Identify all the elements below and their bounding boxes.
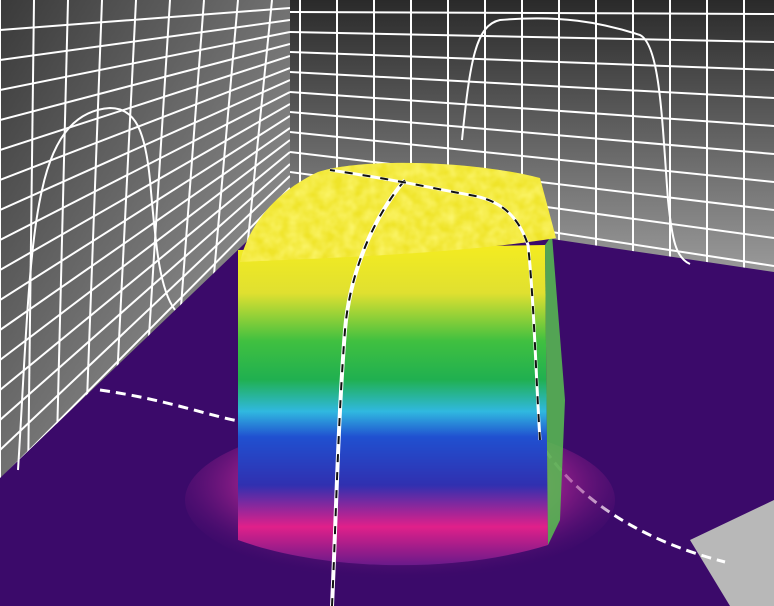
grid-line bbox=[0, 127, 290, 331]
grid-line bbox=[290, 131, 774, 183]
beam-front bbox=[238, 245, 548, 566]
floor-corner bbox=[690, 500, 774, 606]
grid-line bbox=[290, 111, 774, 155]
floor-profile-left bbox=[99, 388, 246, 424]
grid-line bbox=[290, 51, 774, 71]
grid-line bbox=[290, 31, 774, 43]
grid-line bbox=[27, 0, 35, 478]
grid-line bbox=[0, 43, 290, 121]
grid-line bbox=[0, 115, 290, 301]
beam-side bbox=[545, 235, 565, 545]
grid-line bbox=[290, 11, 774, 15]
beam-cut-side-dash bbox=[329, 169, 541, 441]
left-wall-profile bbox=[17, 106, 176, 471]
grid-line bbox=[0, 19, 290, 61]
grid-line bbox=[0, 139, 290, 361]
grid-line bbox=[290, 71, 774, 99]
grid-line bbox=[0, 163, 290, 421]
grid-line bbox=[0, 103, 290, 271]
grid-line bbox=[0, 31, 290, 91]
grid-line bbox=[0, 67, 290, 181]
grid-line bbox=[0, 91, 290, 241]
left-wall bbox=[0, 0, 290, 478]
grid-line bbox=[0, 7, 290, 31]
beam-top-texture bbox=[240, 162, 556, 262]
grid-line bbox=[0, 187, 290, 478]
grid-line bbox=[0, 175, 290, 451]
grid-line bbox=[0, 151, 290, 391]
back-wall-profile bbox=[461, 17, 691, 265]
grid-line bbox=[0, 55, 290, 151]
grid-line bbox=[55, 0, 69, 478]
beam-cut-front-dash bbox=[331, 179, 406, 606]
grid-line bbox=[290, 91, 774, 127]
